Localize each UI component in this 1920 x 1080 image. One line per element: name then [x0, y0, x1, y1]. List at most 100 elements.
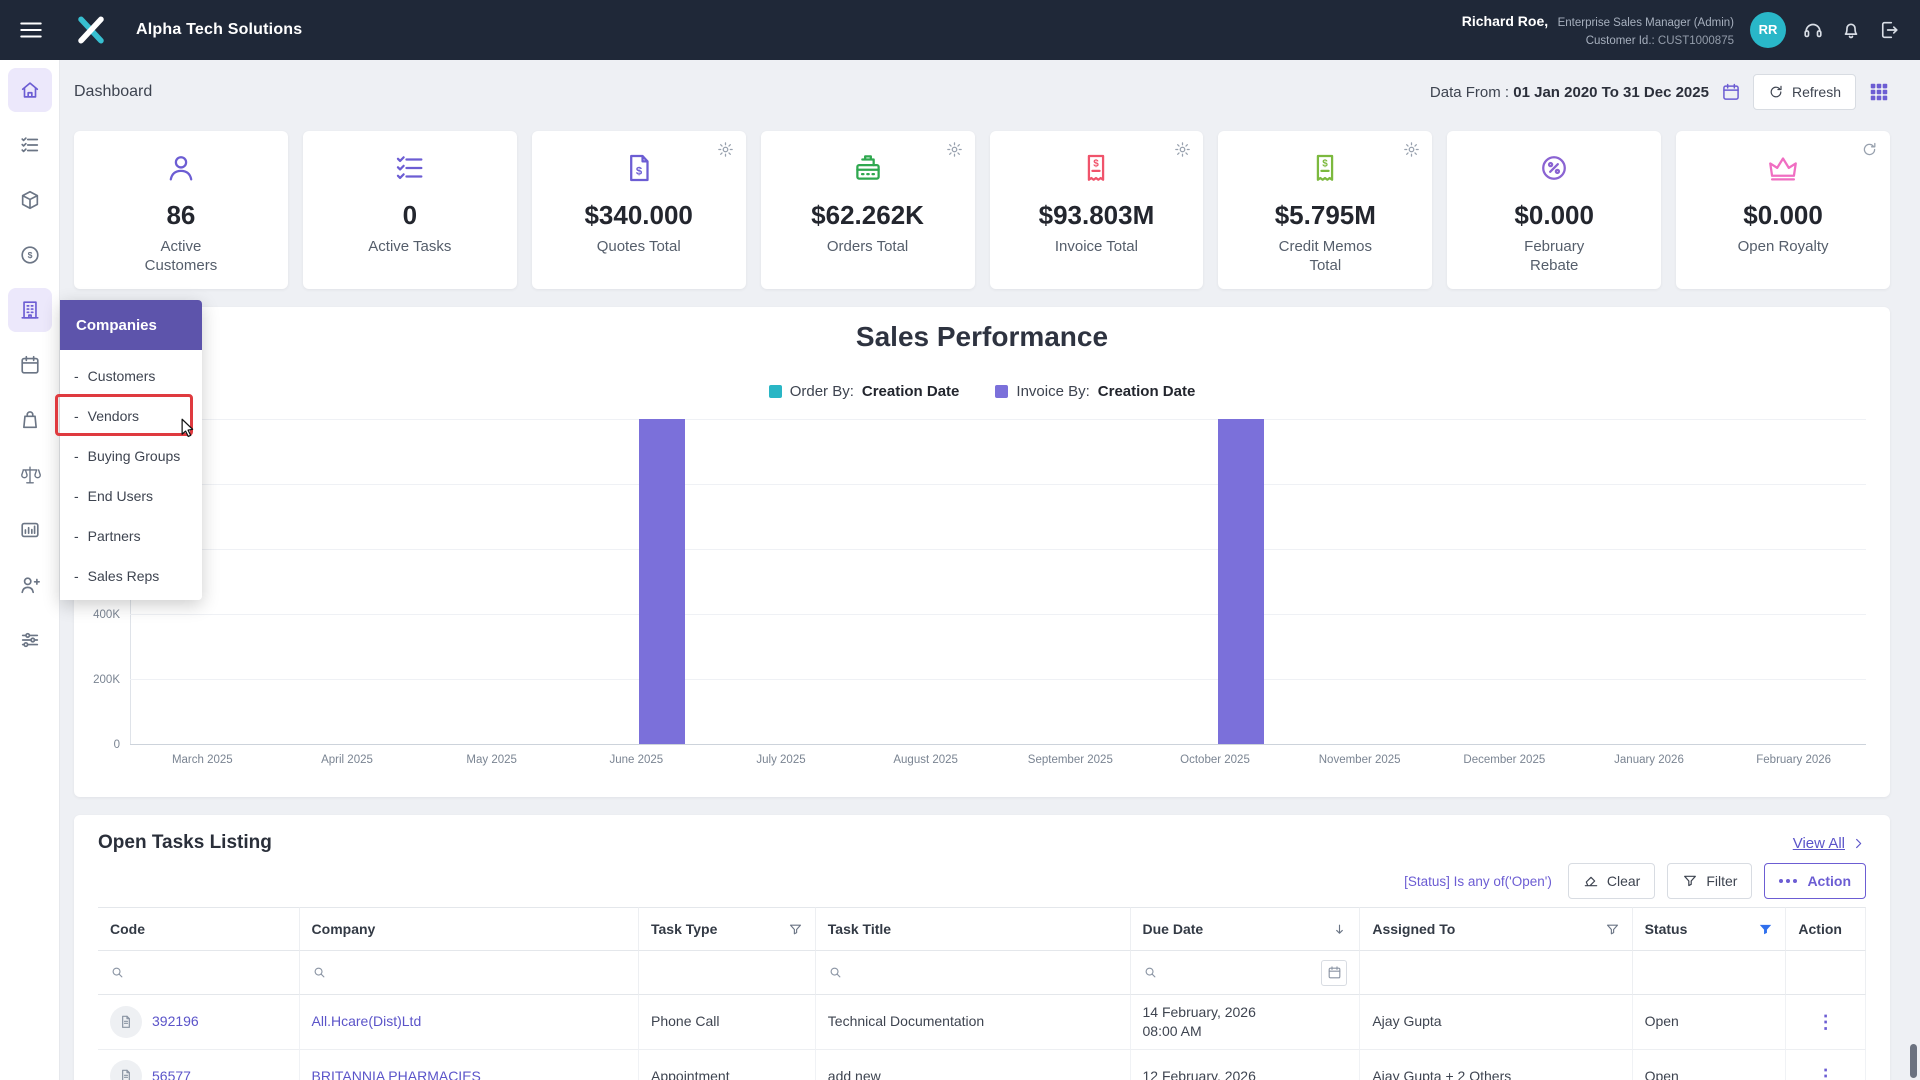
sidebar-item-home[interactable]	[8, 68, 52, 112]
clear-filter-button[interactable]: Clear	[1568, 863, 1655, 899]
notifications-bell-icon[interactable]	[1840, 19, 1862, 41]
view-all-link[interactable]: View All	[1793, 835, 1866, 852]
table-header-row: Code Company Task Type Task Title Due Da…	[98, 907, 1866, 951]
sliders-icon	[19, 629, 41, 651]
kpi-label: Invoice Total	[1055, 238, 1138, 257]
task-code-link[interactable]: 56577	[152, 1067, 191, 1080]
sidebar-item-calendar[interactable]	[8, 343, 52, 387]
x-axis-tick-label: June 2025	[609, 754, 663, 766]
y-axis-tick-label: 200K	[93, 674, 120, 686]
sidebar-item-purchases[interactable]	[8, 398, 52, 442]
company-search-input[interactable]	[335, 965, 626, 981]
company-link[interactable]: All.Hcare(Dist)Ltd	[312, 1012, 422, 1031]
widget-grid-icon[interactable]	[1868, 81, 1890, 103]
action-button[interactable]: Action	[1764, 863, 1866, 899]
menu-item-buying-groups[interactable]: -Buying Groups	[60, 436, 202, 476]
chart-title: Sales Performance	[74, 307, 1890, 353]
invoice-bar	[1218, 419, 1264, 744]
filter-button[interactable]: Filter	[1667, 863, 1752, 899]
gear-icon[interactable]	[1403, 141, 1420, 158]
support-headset-icon[interactable]	[1802, 19, 1824, 41]
x-axis-tick-label: November 2025	[1319, 754, 1401, 766]
column-header-status[interactable]: Status	[1633, 907, 1787, 951]
due-date-calendar-button[interactable]	[1321, 960, 1347, 986]
task-title-cell: add new	[816, 1050, 1131, 1080]
sidebar-item-reports[interactable]	[8, 508, 52, 552]
code-search-input[interactable]	[133, 965, 287, 981]
sidebar-item-finance[interactable]: $	[8, 233, 52, 277]
app-logo-icon	[74, 13, 108, 47]
topbar: Alpha Tech Solutions Richard Roe, Enterp…	[0, 0, 1920, 60]
credit-memo-icon: $	[1308, 151, 1342, 190]
kpi-label: Orders Total	[827, 238, 908, 257]
refresh-icon	[1768, 84, 1784, 100]
sidebar-item-products[interactable]	[8, 178, 52, 222]
sidebar-item-tasks[interactable]	[8, 123, 52, 167]
sidebar-item-add-user[interactable]	[8, 563, 52, 607]
x-axis-tick-label: February 2026	[1756, 754, 1831, 766]
sidebar-item-preferences[interactable]	[8, 618, 52, 662]
svg-text:$: $	[27, 250, 32, 260]
due-date-cell: 12 February, 2026	[1131, 1050, 1361, 1080]
refresh-icon[interactable]	[1861, 141, 1878, 158]
table-row: 392196All.Hcare(Dist)LtdPhone CallTechni…	[98, 995, 1866, 1050]
kpi-label: Open Royalty	[1738, 238, 1829, 257]
x-axis-tick-label: December 2025	[1463, 754, 1545, 766]
user-avatar[interactable]: RR	[1750, 12, 1786, 48]
kpi-value: 86	[166, 200, 195, 231]
company-link[interactable]: BRITANNIA PHARMACIES	[312, 1067, 481, 1080]
gear-icon[interactable]	[1174, 141, 1191, 158]
sidebar-item-compliance[interactable]	[8, 453, 52, 497]
menu-item-sales-reps[interactable]: -Sales Reps	[60, 556, 202, 596]
kpi-card-invoice-total: $ $93.803M Invoice Total	[990, 131, 1204, 289]
due-date-search-input[interactable]	[1166, 965, 1322, 981]
column-header-task-type[interactable]: Task Type	[639, 907, 816, 951]
ellipsis-icon	[1779, 879, 1797, 883]
menu-item-partners[interactable]: -Partners	[60, 516, 202, 556]
x-axis-tick-label: May 2025	[466, 754, 517, 766]
row-actions-button[interactable]: ⋮	[1817, 1010, 1835, 1034]
sidebar-item-companies[interactable]	[8, 288, 52, 332]
due-date-cell: 14 February, 202608:00 AM	[1131, 995, 1361, 1050]
task-code-link[interactable]: 392196	[152, 1012, 199, 1031]
assigned-to-cell: Ajay Gupta + 2 Others	[1360, 1050, 1632, 1080]
column-header-due-date[interactable]: Due Date	[1131, 907, 1361, 951]
column-header-task-title[interactable]: Task Title	[816, 907, 1131, 951]
company-cell: BRITANNIA PHARMACIES	[300, 1050, 639, 1080]
kpi-label: Quotes Total	[597, 238, 681, 257]
kpi-label: Credit Memos Total	[1269, 238, 1381, 276]
home-icon	[19, 79, 41, 101]
column-header-assigned-to[interactable]: Assigned To	[1360, 907, 1632, 951]
data-from-text: Data From : 01 Jan 2020 To 31 Dec 2025	[1430, 84, 1709, 101]
gear-icon[interactable]	[717, 141, 734, 158]
kpi-value: $62.262K	[811, 200, 924, 231]
date-range-calendar-icon[interactable]	[1721, 82, 1741, 102]
x-axis-tick-label: April 2025	[321, 754, 373, 766]
funnel-icon[interactable]	[1605, 922, 1620, 937]
gridline	[130, 419, 1866, 420]
hamburger-menu-icon[interactable]	[18, 17, 44, 43]
menu-item-vendors[interactable]: -Vendors	[60, 396, 202, 436]
column-header-code[interactable]: Code	[98, 907, 300, 951]
row-actions-button[interactable]: ⋮	[1817, 1064, 1835, 1080]
refresh-button[interactable]: Refresh	[1753, 74, 1856, 110]
gear-icon[interactable]	[946, 141, 963, 158]
menu-item-end-users[interactable]: -End Users	[60, 476, 202, 516]
funnel-icon[interactable]	[788, 922, 803, 937]
sort-descending-icon[interactable]	[1332, 922, 1347, 937]
gridline	[130, 679, 1866, 680]
funnel-active-icon[interactable]	[1758, 922, 1773, 937]
task-title-search-input[interactable]	[851, 965, 1118, 981]
menu-item-customers[interactable]: -Customers	[60, 356, 202, 396]
scrollbar-thumb[interactable]	[1910, 1044, 1917, 1078]
gridline	[130, 484, 1866, 485]
logout-icon[interactable]	[1878, 19, 1900, 41]
column-header-company[interactable]: Company	[300, 907, 639, 951]
customer-id-value: CUST1000875	[1658, 35, 1734, 47]
invoice-receipt-icon: $	[1079, 151, 1113, 190]
kpi-card-active-tasks: 0 Active Tasks	[303, 131, 517, 289]
table-body: 392196All.Hcare(Dist)LtdPhone CallTechni…	[98, 995, 1866, 1080]
kpi-card-rebate: $0.000 February Rebate	[1447, 131, 1661, 289]
kpi-value: $0.000	[1743, 200, 1823, 231]
kpi-card-active-customers: 86 Active Customers	[74, 131, 288, 289]
